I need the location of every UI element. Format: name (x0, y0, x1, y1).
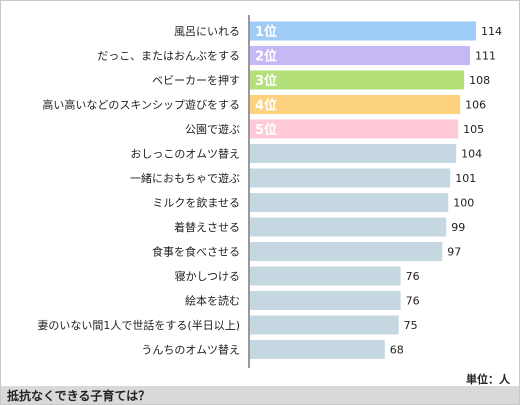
category-label: 高い高いなどのスキンシップ遊びをする (42, 98, 240, 112)
bar (250, 168, 451, 188)
value-label: 108 (469, 74, 490, 87)
bar (250, 315, 399, 335)
bar (250, 21, 476, 41)
value-label: 97 (447, 246, 461, 259)
category-label: だっこ、またはおんぶをする (97, 50, 240, 63)
value-label: 75 (404, 319, 418, 332)
category-label: うんちのオムツ替え (141, 343, 240, 357)
category-label: 公園で遊ぶ (185, 122, 240, 136)
bar (250, 95, 461, 114)
bar (250, 144, 457, 163)
category-label: 妻のいない間1人で世話をする(半日以上) (37, 318, 240, 332)
bar (250, 217, 447, 237)
category-label: 風呂にいれる (174, 25, 240, 38)
bar (250, 46, 471, 65)
value-label: 114 (481, 25, 502, 38)
bar (250, 242, 443, 261)
bar (250, 266, 401, 286)
bar (250, 119, 459, 139)
category-label: 食事を食べさせる (152, 245, 240, 259)
bar (250, 193, 449, 212)
value-label: 106 (465, 99, 486, 112)
category-label: 寝かしつける (175, 269, 240, 283)
value-label: 100 (453, 197, 474, 210)
category-label: おしっこのオムツ替え (130, 147, 240, 161)
value-label: 76 (406, 270, 420, 283)
rank-label: 1位 (255, 24, 277, 40)
value-label: 76 (406, 295, 420, 308)
value-label: 105 (463, 123, 484, 136)
value-label: 101 (455, 172, 476, 185)
category-label: ミルクを飲ませる (152, 196, 240, 210)
rank-label: 2位 (255, 49, 277, 65)
caption-bar: 抵抗なくできる子育ては？ (1, 386, 519, 404)
category-label: 絵本を読む (185, 294, 240, 308)
rank-label: 4位 (255, 98, 277, 114)
chart-caption: 抵抗なくできる子育ては？ (7, 389, 151, 403)
unit-label: 単位：人 (466, 373, 510, 386)
value-label: 104 (461, 148, 482, 161)
rank-label: 3位 (255, 73, 277, 89)
value-label: 99 (451, 221, 465, 234)
value-label: 68 (390, 344, 404, 357)
category-label: ベビーカーを押す (152, 73, 240, 87)
value-label: 111 (475, 50, 496, 63)
category-label: 着替えさせる (174, 220, 240, 234)
bar (250, 291, 401, 310)
category-label: 一緒におもちゃで遊ぶ (130, 171, 240, 185)
bar (250, 70, 465, 90)
rank-label: 5位 (255, 122, 277, 138)
bar (250, 340, 385, 359)
